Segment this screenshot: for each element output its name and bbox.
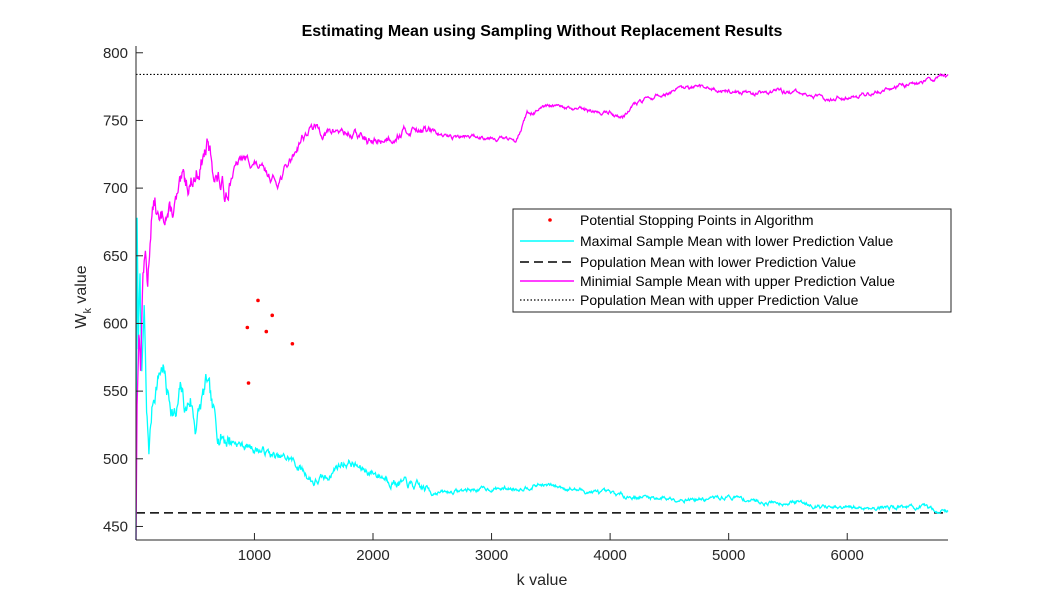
y-axis-label: Wk value <box>73 265 94 328</box>
plot-area <box>135 72 949 541</box>
stopping-point-1 <box>246 381 251 385</box>
minimal-sample-mean-line <box>135 72 949 541</box>
stopping-point-5 <box>290 341 295 346</box>
y-axis-label-rest: value <box>73 265 90 308</box>
legend-label-stopping-points: Potential Stopping Points in Algorithm <box>580 212 813 228</box>
chart-title: Estimating Mean using Sampling Without R… <box>302 23 783 40</box>
y-tick-label-750: 750 <box>103 112 128 129</box>
x-tick-label-3000: 3000 <box>475 547 508 564</box>
y-tick-label-800: 800 <box>103 45 128 62</box>
y-tick-label-650: 650 <box>103 248 128 265</box>
y-tick-label-550: 550 <box>103 383 128 400</box>
x-axis-label: k value <box>517 572 568 589</box>
legend-label-maximal: Maximal Sample Mean with lower Predictio… <box>580 233 894 249</box>
legend-label-minimal: Minimial Sample Mean with upper Predicti… <box>580 273 895 289</box>
stopping-point-3 <box>264 329 269 334</box>
stopping-point-0 <box>245 325 250 330</box>
x-tick-label-1000: 1000 <box>238 547 271 564</box>
x-tick-label-5000: 5000 <box>712 547 745 564</box>
y-tick-label-600: 600 <box>103 315 128 332</box>
legend-label-population-upper: Population Mean with upper Prediction Va… <box>580 292 859 308</box>
maximal-sample-mean-line <box>135 217 949 541</box>
legend: Potential Stopping Points in Algorithm M… <box>512 208 952 313</box>
y-tick-label-700: 700 <box>103 180 128 197</box>
y-tick-label-500: 500 <box>103 451 128 468</box>
y-tick-label-450: 450 <box>103 518 128 535</box>
x-tick-label-4000: 4000 <box>593 547 626 564</box>
legend-box <box>512 208 952 313</box>
stopping-point-2 <box>256 298 260 303</box>
y-axis-label-main: W <box>73 313 90 329</box>
legend-marker-stopping-points <box>548 218 552 222</box>
y-axis-label-sub: k <box>82 308 94 314</box>
stopping-point-4 <box>270 313 275 318</box>
axes: 1000 2000 3000 4000 5000 6000 450 500 550 600 650 7… <box>103 45 948 564</box>
x-tick-label-2000: 2000 <box>356 547 389 564</box>
legend-label-population-lower: Population Mean with lower Prediction Va… <box>580 254 856 270</box>
x-tick-label-6000: 6000 <box>831 547 864 564</box>
